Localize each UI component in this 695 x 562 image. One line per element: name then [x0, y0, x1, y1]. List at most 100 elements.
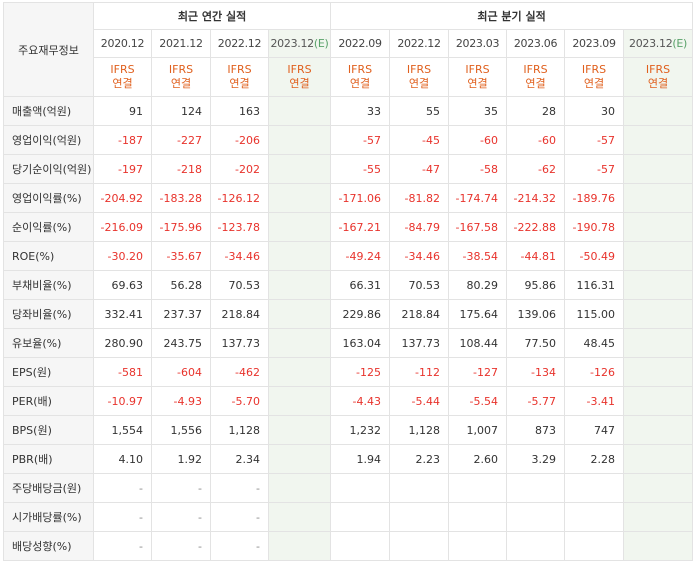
annual-period-header: 2023.12(E) — [267, 29, 332, 58]
table-row: PER(배) -10.97 -4.93 -5.70 -4.43 -5.44 -5.54 -5.… — [3, 386, 694, 416]
quarterly-value-cell: 116.31 — [564, 270, 625, 300]
quarterly-period-header: 2022.12 — [389, 29, 450, 58]
row-label: 영업이익(억원) — [3, 125, 94, 155]
annual-value-cell: 56.28 — [151, 270, 211, 300]
quarterly-value-cell: -127 — [448, 357, 508, 387]
quarterly-value-cell: -38.54 — [448, 241, 508, 271]
consolidated-label: 연결 — [289, 77, 310, 90]
annual-value-cell: 124 — [151, 96, 211, 126]
ifrs-label: IFRS — [465, 63, 490, 76]
annual-value-cell: -218 — [151, 154, 211, 184]
quarterly-value-cell: -57 — [564, 125, 625, 155]
quarterly-value-cell — [623, 415, 694, 445]
quarterly-value-cell — [623, 473, 694, 503]
quarterly-value-cell: -134 — [506, 357, 566, 387]
row-label: 순이익률(%) — [3, 212, 94, 242]
ifrs-label: IFRS — [110, 63, 135, 76]
annual-value-cell: -581 — [93, 357, 152, 387]
annual-value-cell: 1,556 — [151, 415, 211, 445]
quarterly-value-cell: 30 — [564, 96, 625, 126]
period-label: 2023.09 — [572, 37, 616, 50]
quarterly-period-header: 2023.06 — [506, 29, 566, 58]
row-label: EPS(원) — [3, 357, 94, 387]
quarterly-value-cell — [623, 183, 694, 213]
annual-value-cell: - — [151, 531, 211, 561]
quarterly-value-cell — [506, 531, 566, 561]
quarterly-value-cell — [506, 502, 566, 532]
annual-value-cell: -126.12 — [210, 183, 269, 213]
annual-value-cell — [267, 125, 332, 155]
consolidated-label: 연결 — [349, 77, 371, 90]
ifrs-label: IFRS — [347, 63, 373, 76]
label-column-header: 주요재무정보 — [3, 2, 94, 97]
annual-value-cell: 2.34 — [210, 444, 269, 474]
table-row: 시가배당률(%) - - - — [3, 502, 694, 532]
quarterly-ifrs-header: IFRS 연결 — [506, 57, 566, 97]
annual-value-cell: -183.28 — [151, 183, 211, 213]
annual-value-cell — [267, 299, 332, 329]
quarterly-value-cell: -3.41 — [564, 386, 625, 416]
row-label: 주당배당금(원) — [3, 473, 94, 503]
quarterly-value-cell — [623, 270, 694, 300]
annual-value-cell — [267, 96, 332, 126]
annual-value-cell: -197 — [93, 154, 152, 184]
quarterly-value-cell: -81.82 — [389, 183, 450, 213]
annual-value-cell: -604 — [151, 357, 211, 387]
quarterly-value-cell: -5.54 — [448, 386, 508, 416]
annual-value-cell — [267, 241, 332, 271]
quarterly-value-cell — [623, 328, 694, 358]
annual-value-cell: - — [210, 531, 269, 561]
period-label: 2023.12 — [270, 37, 314, 50]
row-label: PER(배) — [3, 386, 94, 416]
quarterly-value-cell: 28 — [506, 96, 566, 126]
ifrs-header-row: IFRS 연결 IFRS 연결 IFRS 연결 IFRS 연결 IFRS 연결 IFRS 연결 IFRS… — [4, 57, 694, 97]
annual-value-cell — [267, 444, 332, 474]
ifrs-label: IFRS — [227, 63, 252, 76]
quarterly-value-cell: 2.28 — [564, 444, 625, 474]
quarterly-value-cell: -57 — [564, 154, 625, 184]
consolidated-label: 연결 — [112, 77, 133, 90]
quarterly-value-cell: 139.06 — [506, 299, 566, 329]
quarterly-value-cell — [623, 531, 694, 561]
annual-value-cell — [267, 473, 332, 503]
quarterly-ifrs-header: IFRS 연결 — [448, 57, 508, 97]
quarterly-value-cell — [330, 502, 391, 532]
quarterly-value-cell: 1,232 — [330, 415, 391, 445]
annual-value-cell: -4.93 — [151, 386, 211, 416]
quarterly-value-cell — [389, 473, 450, 503]
quarterly-value-cell — [623, 212, 694, 242]
row-label: 매출액(억원) — [3, 96, 94, 126]
quarterly-value-cell: 2.60 — [448, 444, 508, 474]
quarterly-value-cell: -174.74 — [448, 183, 508, 213]
quarterly-group-header: 최근 분기 실적 — [330, 2, 694, 30]
annual-value-cell: -204.92 — [93, 183, 152, 213]
row-label: 영업이익률(%) — [3, 183, 94, 213]
quarterly-value-cell: 1.94 — [330, 444, 391, 474]
period-label: 2020.12 — [100, 37, 145, 50]
quarterly-value-cell: -44.81 — [506, 241, 566, 271]
annual-ifrs-header: IFRS 연결 — [151, 57, 211, 97]
period-label: 2022.12 — [217, 37, 262, 50]
table-row: 영업이익(억원) -187 -227 -206 -57 -45 -60 -60 -57 — [3, 125, 694, 155]
quarterly-value-cell — [623, 357, 694, 387]
consolidated-label: 연결 — [467, 77, 488, 90]
quarterly-value-cell: 55 — [389, 96, 450, 126]
annual-value-cell: 4.10 — [93, 444, 152, 474]
row-label: 유보율(%) — [3, 328, 94, 358]
quarterly-value-cell — [623, 125, 694, 155]
annual-value-cell: -206 — [210, 125, 269, 155]
consolidated-label: 연결 — [170, 77, 192, 90]
quarterly-value-cell — [623, 444, 694, 474]
annual-value-cell — [267, 154, 332, 184]
table-row: BPS(원) 1,554 1,556 1,128 1,232 1,128 1,007 873 7… — [3, 415, 694, 445]
quarterly-value-cell: 229.86 — [330, 299, 391, 329]
annual-value-cell — [267, 502, 332, 532]
quarterly-value-cell — [448, 473, 508, 503]
quarterly-value-cell: -4.43 — [330, 386, 391, 416]
quarterly-value-cell: -47 — [389, 154, 450, 184]
quarterly-value-cell: -112 — [389, 357, 450, 387]
annual-period-header: 2020.12 — [93, 29, 152, 58]
annual-value-cell: -5.70 — [210, 386, 269, 416]
quarterly-value-cell: 80.29 — [448, 270, 508, 300]
table-row: 부채비율(%) 69.63 56.28 70.53 66.31 70.53 80.29 95.… — [3, 270, 694, 300]
